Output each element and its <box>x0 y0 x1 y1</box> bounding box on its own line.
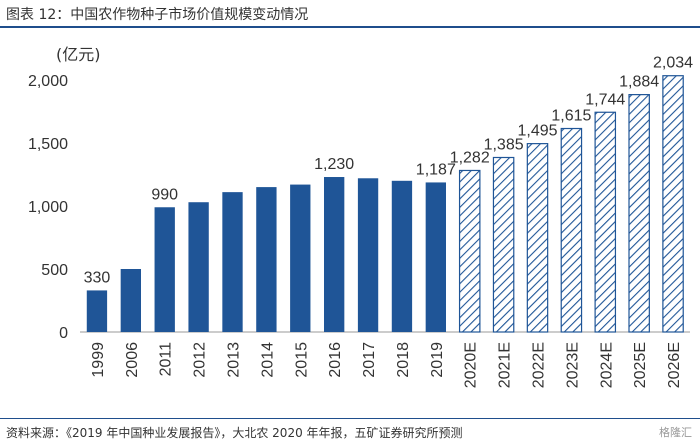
data-label-2011: 990 <box>151 186 178 203</box>
figure-title: 图表 12：中国农作物种子市场价值规模变动情况 <box>6 7 309 23</box>
x-tick-label-2021E: 2021E <box>497 342 514 388</box>
y-tick-label: 0 <box>59 325 68 342</box>
x-tick-label-2006: 2006 <box>124 342 141 378</box>
data-label-2023E: 1,615 <box>551 108 591 125</box>
bar-forecast-2023E <box>560 127 583 333</box>
bar-2013 <box>222 192 243 332</box>
x-tick-label-2017: 2017 <box>361 342 378 378</box>
bar-2016 <box>324 177 345 332</box>
y-tick-label: 500 <box>41 262 68 279</box>
x-tick-label-2019: 2019 <box>429 342 446 378</box>
data-label-2025E: 1,884 <box>619 74 659 91</box>
bar-2012 <box>188 202 209 332</box>
x-tick-label-2022E: 2022E <box>531 342 548 388</box>
data-label-2026E: 2,034 <box>653 55 693 72</box>
bar-forecast-2026E <box>662 75 684 333</box>
data-label-2016: 1,230 <box>314 156 354 173</box>
source-note: 资料来源：《2019 年中国种业发展报告》，大北农 2020 年年报，五矿证券研… <box>6 426 463 440</box>
bar-1999 <box>86 290 108 332</box>
x-tick-label-2015: 2015 <box>293 342 310 378</box>
x-tick-label-2014: 2014 <box>259 342 276 378</box>
bar-2015 <box>290 184 311 332</box>
bar-forecast-2024E <box>594 111 617 333</box>
x-tick-label-2023E: 2023E <box>564 342 581 388</box>
x-tick-label-2012: 2012 <box>192 342 209 378</box>
data-label-2020E: 1,282 <box>450 149 490 166</box>
data-label-2019: 1,187 <box>416 161 456 178</box>
bar-2011 <box>154 207 175 332</box>
y-tick-label: 2,000 <box>28 73 68 90</box>
watermark: 格隆汇 <box>659 426 692 439</box>
bar-forecast-2025E <box>628 94 650 333</box>
x-tick-label-2020E: 2020E <box>463 342 480 388</box>
bar-forecast-2020E <box>458 169 481 333</box>
x-tick-label-1999: 1999 <box>90 342 107 378</box>
unit-label: (亿元) <box>56 45 101 64</box>
data-label-1999: 330 <box>84 269 111 286</box>
y-tick-label: 1,500 <box>28 136 68 153</box>
bar-forecast-2022E <box>526 143 549 333</box>
bar-chart: (亿元) 0 500 1,000 1,500 2,000 330 990 1,230 1,18… <box>28 45 693 388</box>
bar-2018 <box>391 180 413 332</box>
x-tick-label-2016: 2016 <box>327 342 344 378</box>
source-rule <box>0 418 700 419</box>
title-rule <box>0 26 700 28</box>
data-label-2021E: 1,385 <box>484 136 524 153</box>
x-tick-label-2011: 2011 <box>158 342 175 377</box>
x-tick-label-2013: 2013 <box>226 342 243 378</box>
x-tick-label-2018: 2018 <box>395 342 412 378</box>
y-tick-label: 1,000 <box>28 199 68 216</box>
x-tick-label-2026E: 2026E <box>666 342 683 388</box>
bar-2006 <box>120 269 141 332</box>
data-label-2022E: 1,495 <box>517 123 557 140</box>
bar-2014 <box>256 187 277 332</box>
bar-2017 <box>357 178 379 332</box>
x-tick-label-2024E: 2024E <box>598 342 615 388</box>
data-label-2024E: 1,744 <box>585 91 625 108</box>
x-tick-label-2025E: 2025E <box>632 342 649 388</box>
bar-forecast-2021E <box>492 156 515 333</box>
bar-2019 <box>425 182 446 332</box>
